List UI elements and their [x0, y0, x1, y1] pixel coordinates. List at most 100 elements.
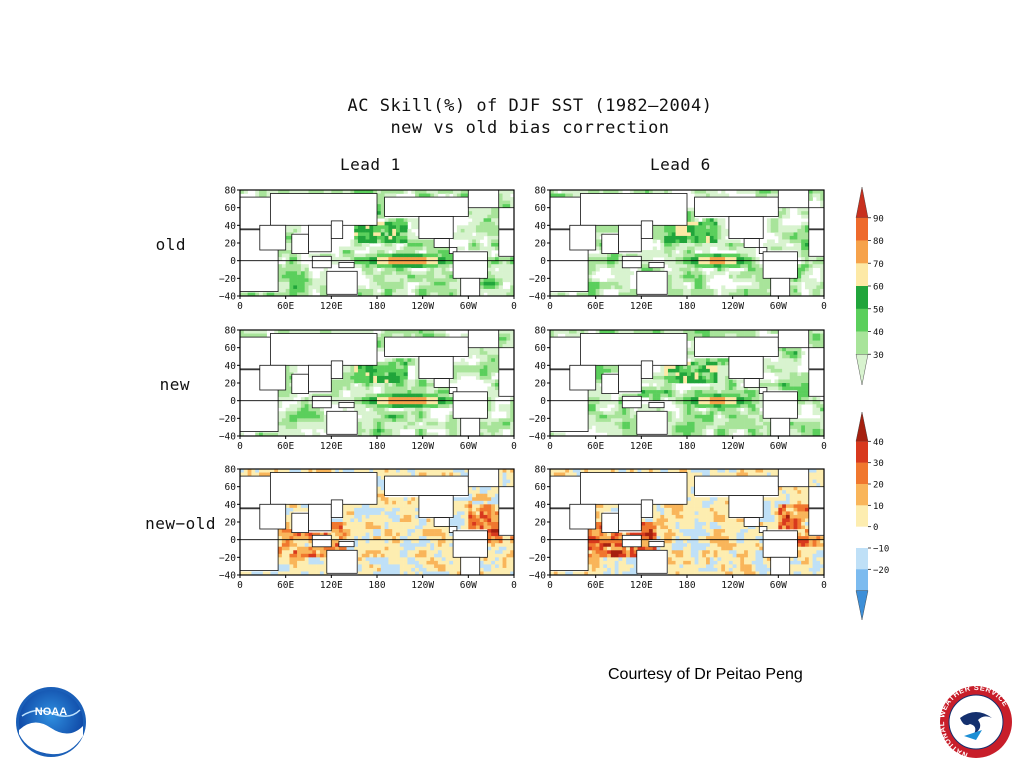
map-cell	[426, 260, 431, 265]
map-cell	[510, 476, 515, 480]
land-outline	[452, 251, 488, 279]
map-cell	[483, 507, 488, 512]
map-cell	[323, 393, 328, 398]
land-outline	[549, 336, 581, 370]
map-cell	[494, 368, 500, 373]
map-cell	[278, 288, 283, 293]
map-cell	[430, 292, 435, 297]
map-cell	[304, 264, 309, 269]
map-cell	[377, 400, 382, 405]
map-cell	[407, 469, 412, 473]
map-cell	[247, 333, 252, 338]
map-cell	[690, 288, 695, 293]
map-cell	[434, 560, 439, 565]
map-cell	[384, 469, 389, 473]
map-cell	[626, 253, 631, 258]
map-cell	[285, 469, 290, 473]
map-cell	[354, 264, 359, 269]
map-cell	[706, 228, 711, 233]
map-cell	[652, 393, 657, 398]
map-cell	[778, 354, 783, 359]
map-cell	[361, 428, 366, 433]
map-cell	[751, 253, 756, 258]
map-cell	[369, 539, 374, 544]
map-cell	[785, 214, 791, 219]
map-cell	[392, 500, 397, 505]
map-cell	[369, 567, 374, 572]
map-cell	[369, 425, 374, 430]
map-cell	[415, 375, 420, 380]
map-cell	[494, 497, 500, 502]
map-cell	[323, 564, 328, 569]
map-cell	[346, 546, 351, 551]
map-cell	[456, 469, 462, 473]
map-cell	[553, 292, 558, 297]
map-cell	[285, 292, 290, 297]
x-tick-label: 120E	[320, 580, 343, 591]
map-cell	[285, 522, 290, 526]
map-cell	[312, 428, 317, 433]
map-cell	[820, 418, 825, 423]
map-cell	[755, 386, 760, 391]
map-cell	[384, 221, 389, 226]
map-cell	[426, 472, 431, 477]
land-outline	[770, 277, 791, 297]
map-cell	[392, 518, 397, 523]
map-cell	[365, 546, 370, 551]
map-cell	[411, 500, 416, 505]
map-cell	[736, 330, 741, 334]
map-cell	[361, 469, 366, 473]
map-cell	[804, 207, 810, 212]
map-cell	[494, 507, 500, 512]
map-cell	[812, 404, 817, 409]
map-cell	[690, 400, 695, 405]
map-cell	[259, 333, 264, 338]
map-cell	[732, 274, 737, 279]
map-cell	[338, 257, 344, 261]
map-cell	[426, 425, 431, 430]
map-cell	[751, 407, 756, 412]
map-cell	[354, 225, 359, 230]
map-cell	[403, 553, 408, 558]
land-outline	[498, 486, 515, 509]
map-cell	[437, 425, 442, 430]
map-cell	[312, 253, 317, 258]
map-cell	[365, 264, 370, 269]
map-cell	[388, 267, 393, 272]
map-cell	[415, 550, 420, 555]
map-cell	[399, 497, 404, 502]
map-cell	[388, 511, 393, 516]
map-cell	[652, 407, 657, 412]
map-cell	[713, 264, 718, 269]
map-cell	[415, 225, 420, 230]
map-cell	[392, 525, 397, 530]
map-cell	[816, 425, 821, 430]
map-cell	[346, 529, 351, 533]
map-cell	[392, 239, 397, 244]
map-cell	[652, 379, 657, 384]
map-cell	[812, 411, 817, 416]
map-cell	[510, 267, 515, 272]
map-cell	[475, 365, 481, 370]
map-cell	[293, 368, 298, 373]
map-cell	[698, 372, 703, 377]
map-cell	[721, 239, 726, 244]
map-cell	[388, 469, 393, 473]
map-cell	[675, 428, 680, 433]
map-cell	[614, 368, 619, 373]
map-cell	[422, 560, 427, 565]
map-cell	[687, 274, 692, 279]
map-cell	[289, 281, 294, 286]
map-cell	[588, 571, 593, 576]
map-cell	[683, 274, 688, 279]
map-cell	[319, 292, 325, 297]
map-cell	[687, 411, 692, 416]
map-cell	[603, 281, 608, 286]
map-cell	[494, 235, 500, 240]
map-cell	[441, 425, 446, 430]
map-cell	[797, 432, 802, 437]
map-cell	[346, 372, 351, 377]
map-cell	[479, 351, 484, 356]
map-cell	[392, 522, 397, 526]
map-cell	[418, 285, 423, 290]
